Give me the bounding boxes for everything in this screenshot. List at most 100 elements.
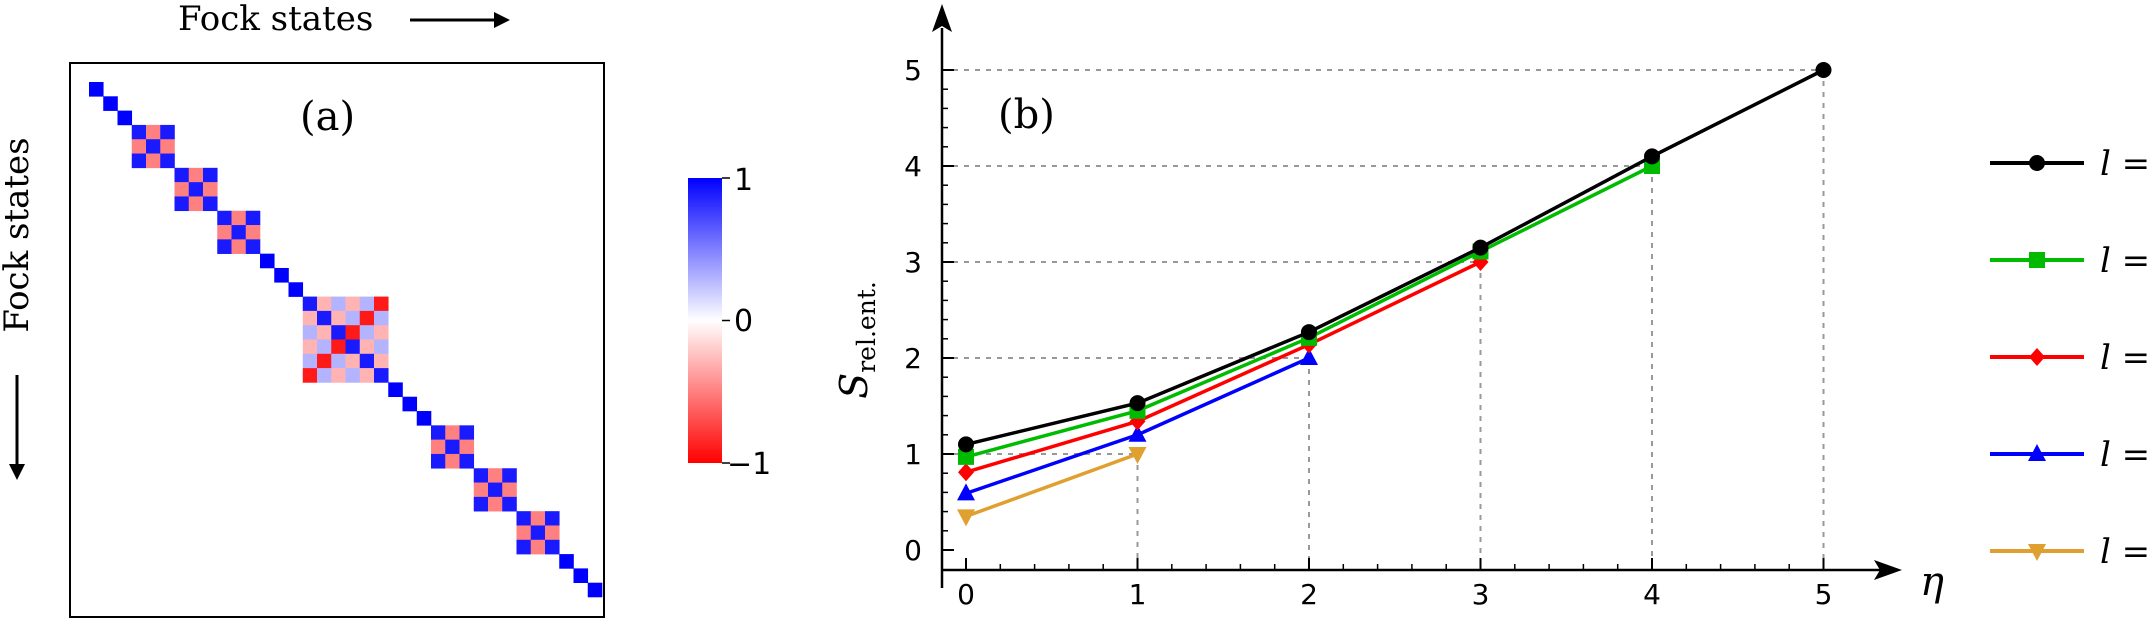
- panel-a-y-axis-label: Fock states: [0, 137, 37, 332]
- matrix-cell: [160, 124, 175, 140]
- matrix-cell: [260, 253, 275, 269]
- matrix-cell: [160, 139, 175, 154]
- data-point: [958, 463, 974, 482]
- matrix-cell: [317, 310, 332, 326]
- matrix-plot: [89, 82, 603, 598]
- matrix-cell: [302, 325, 318, 340]
- data-point: [1128, 447, 1147, 464]
- matrix-cell: [174, 167, 190, 183]
- matrix-cell: [188, 182, 204, 197]
- matrix-cell: [459, 439, 475, 455]
- legend-swatch-marker: [2028, 444, 2046, 461]
- matrix-cell: [516, 511, 532, 526]
- matrix-cell: [374, 353, 389, 369]
- y-tick-label: 2: [904, 342, 922, 375]
- matrix-cell: [231, 239, 247, 254]
- matrix-cell: [374, 310, 389, 326]
- legend-entry: l = 3: [1990, 338, 2152, 378]
- matrix-cell: [402, 396, 418, 412]
- data-point: [1472, 239, 1489, 256]
- matrix-cell: [203, 196, 218, 212]
- matrix-cell: [545, 525, 560, 541]
- data-point: [958, 436, 974, 453]
- axes: 0 1 2 3 4 5 0 1 2 3 4 5: [904, 4, 1902, 611]
- matrix-cell: [374, 325, 389, 340]
- matrix-cell: [131, 124, 147, 140]
- matrix-cell: [331, 325, 346, 340]
- legend-entry: l = 1: [1990, 532, 2152, 572]
- data-point: [957, 509, 975, 527]
- series-line: [965, 68, 1825, 447]
- matrix-cell: [203, 182, 218, 197]
- matrix-cell: [217, 239, 232, 254]
- data-point: [957, 483, 975, 501]
- matrix-cell: [459, 453, 475, 469]
- matrix-cell: [488, 482, 503, 498]
- matrix-cell: [117, 110, 133, 126]
- matrix-cell: [559, 554, 574, 569]
- matrix-cell: [217, 225, 232, 240]
- matrix-cell: [331, 353, 346, 369]
- matrix-cell: [459, 425, 475, 440]
- colorbar-tick-minus1: −1: [727, 447, 771, 482]
- legend-swatch-marker: [2029, 155, 2045, 171]
- legend-label: l = 5: [2100, 144, 2152, 184]
- matrix-cell: [445, 453, 460, 469]
- data-point: [1128, 424, 1147, 442]
- matrix-cell: [530, 539, 546, 555]
- matrix-cell: [530, 511, 546, 526]
- matrix-cell: [359, 368, 375, 383]
- matrix-cell: [245, 210, 261, 226]
- x-tick-label: 0: [957, 578, 975, 611]
- matrix-cell: [488, 468, 503, 483]
- series-line: [965, 452, 1139, 519]
- matrix-cell: [488, 496, 503, 512]
- panel-a: Fock states Fock states (a) 1 0 −1: [0, 0, 771, 618]
- matrix-cell: [445, 439, 460, 455]
- panel-a-y-arrow: [9, 375, 25, 480]
- matrix-cell: [359, 296, 375, 312]
- matrix-cell: [245, 225, 261, 240]
- reference-lines: [942, 69, 1825, 570]
- legend-entry: l = 2: [1990, 435, 2152, 475]
- matrix-cell: [545, 539, 560, 555]
- matrix-cell: [431, 453, 446, 469]
- legend-label: l = 4: [2100, 241, 2152, 281]
- panel-a-label: (a): [300, 94, 355, 140]
- matrix-cell: [345, 353, 361, 369]
- matrix-cell: [388, 382, 403, 398]
- matrix-cell: [231, 210, 247, 226]
- legend: l = 5 l = 4 l = 3 l = 2 l = 1: [1990, 144, 2152, 572]
- matrix-cell: [203, 167, 218, 183]
- x-tick-label: 4: [1643, 578, 1661, 611]
- x-axis-arrow: [1874, 560, 1902, 580]
- matrix-cell: [317, 368, 332, 383]
- matrix-cell: [374, 296, 389, 312]
- matrix-cell: [473, 496, 489, 512]
- matrix-cell: [416, 411, 432, 426]
- matrix-cell: [217, 210, 232, 226]
- matrix-cell: [302, 368, 318, 383]
- matrix-cell: [317, 296, 332, 312]
- series-group: [957, 62, 1832, 527]
- svg-text:Srel.ent.: Srel.ent.: [832, 281, 881, 399]
- matrix-cell: [331, 296, 346, 312]
- panel-b-label: (b): [998, 92, 1055, 138]
- matrix-cell: [516, 539, 532, 555]
- y-axis-arrow: [932, 4, 952, 32]
- x-tick-label: 3: [1472, 578, 1490, 611]
- matrix-cell: [302, 353, 318, 369]
- matrix-cell: [516, 525, 532, 541]
- matrix-cell: [103, 96, 118, 111]
- matrix-cell: [431, 425, 446, 440]
- matrix-cell: [587, 582, 603, 598]
- y-axis-label-main: S: [832, 373, 876, 399]
- legend-swatch-marker: [2028, 544, 2046, 561]
- matrix-cell: [331, 310, 346, 326]
- colorbar-gradient: [688, 178, 722, 463]
- matrix-cell: [231, 225, 247, 240]
- matrix-cell: [545, 511, 560, 526]
- series-l=2: [957, 348, 1318, 501]
